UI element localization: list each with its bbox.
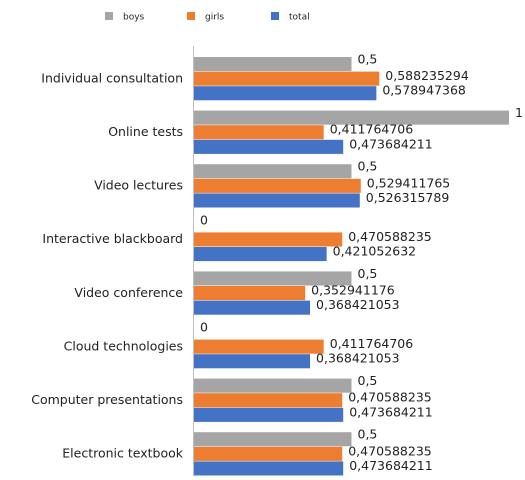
value-label: 0,5 [358, 427, 378, 442]
bar [194, 139, 344, 154]
value-label: 1 [515, 105, 523, 120]
bar [194, 271, 352, 286]
bar [194, 378, 352, 393]
category-label: Computer presentations [31, 392, 183, 407]
legend-swatch [271, 12, 279, 20]
bar [194, 232, 343, 247]
bar [194, 247, 327, 262]
value-label: 0,473684211 [349, 458, 433, 473]
legend-swatch [187, 12, 195, 20]
bar [194, 339, 324, 354]
bar [194, 125, 324, 140]
bar [194, 393, 343, 408]
value-label: 0,588235294 [385, 68, 469, 83]
value-label: 0 [200, 320, 208, 335]
legend-label: boys [123, 13, 145, 23]
legend-swatch [105, 12, 113, 20]
bar [194, 164, 352, 179]
bar [194, 407, 344, 422]
value-label: 0,470588235 [348, 443, 432, 458]
category-label: Video conference [74, 285, 183, 300]
bar [194, 461, 344, 476]
value-label: 0,470588235 [348, 390, 432, 405]
category-label: Cloud technologies [64, 338, 183, 353]
value-label: 0,5 [358, 266, 378, 281]
bar [194, 354, 311, 369]
value-label: 0,5 [358, 373, 378, 388]
category-label: Online tests [108, 124, 183, 139]
value-label: 0,421052632 [333, 244, 417, 259]
category-label: Video lectures [94, 178, 183, 193]
category-label: Individual consultation [41, 70, 183, 85]
value-label: 0,411764706 [330, 336, 414, 351]
value-label: 0,473684211 [349, 136, 433, 151]
value-label: 0,470588235 [348, 229, 432, 244]
value-label: 0,578947368 [382, 83, 466, 98]
value-label: 0,473684211 [349, 404, 433, 419]
bar [194, 71, 380, 86]
value-label: 0,368421053 [316, 297, 400, 312]
legend-label: girls [205, 13, 224, 23]
value-label: 0,529411765 [367, 175, 451, 190]
bar [194, 432, 352, 447]
bar [194, 110, 509, 125]
value-label: 0 [200, 212, 208, 227]
bar [194, 86, 377, 101]
value-label: 0,526315789 [366, 190, 450, 205]
bar [194, 446, 343, 461]
value-label: 0,368421053 [316, 351, 400, 366]
value-label: 0,5 [358, 52, 378, 67]
bar [194, 57, 352, 72]
bar [194, 178, 361, 193]
value-label: 0,5 [358, 159, 378, 174]
value-label: 0,411764706 [330, 122, 414, 137]
bar [194, 193, 360, 208]
category-label: Interactive blackboard [42, 231, 183, 246]
bar [194, 286, 306, 301]
value-label: 0,352941176 [311, 283, 395, 298]
category-label: Electronic textbook [62, 446, 183, 461]
legend-label: total [289, 13, 310, 23]
bar [194, 300, 311, 315]
